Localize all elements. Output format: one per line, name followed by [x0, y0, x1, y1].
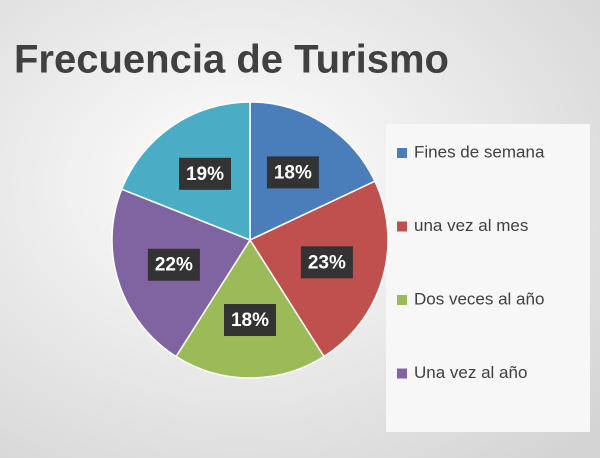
data-label-box [224, 304, 276, 337]
data-label-box [300, 246, 353, 279]
data-label-box [179, 157, 232, 190]
data-label: 23% [308, 252, 346, 273]
legend-box [386, 124, 590, 432]
data-label: 18% [231, 310, 269, 331]
data-label: 19% [186, 164, 224, 185]
legend-label: Dos veces al año [414, 289, 544, 308]
legend-label: Fines de semana [414, 142, 545, 161]
legend-swatch [397, 221, 407, 232]
legend-label: Una vez al año [414, 363, 527, 382]
data-label-box [147, 248, 200, 281]
legend-swatch [397, 295, 407, 305]
data-label-box [266, 156, 319, 189]
chart-title: Frecuencia de Turismo [14, 38, 449, 82]
legend-label: una vez al mes [414, 216, 528, 235]
data-label: 22% [155, 255, 193, 276]
legend-swatch [397, 368, 407, 379]
data-label: 18% [274, 162, 312, 183]
legend-swatch [397, 148, 407, 158]
